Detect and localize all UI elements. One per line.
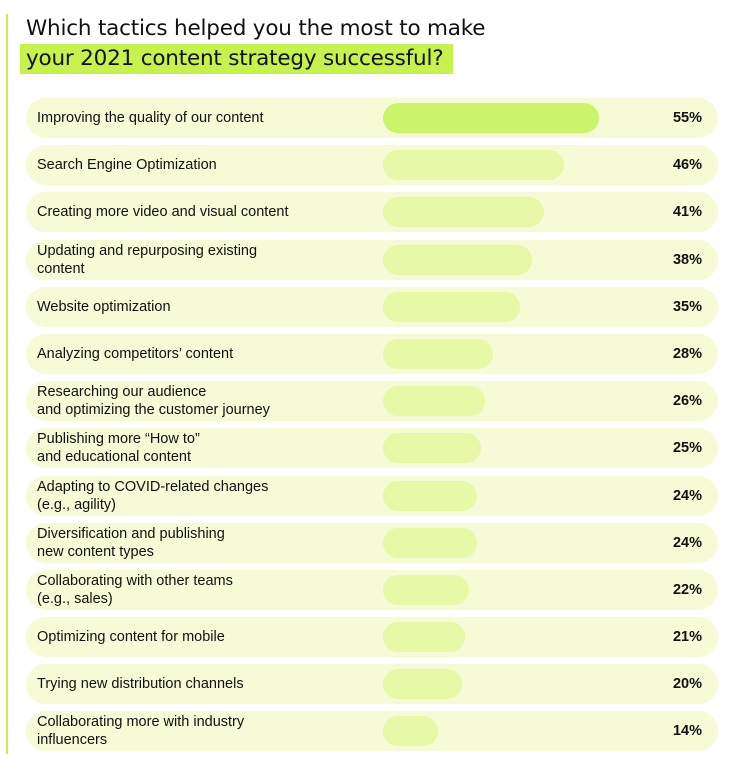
value-label: 25% (672, 440, 702, 457)
bar-row: Researching our audience and optimizing … (26, 381, 718, 422)
chart-title-line-2: your 2021 content strategy successful? (20, 44, 454, 74)
bar-chart: Improving the quality of our content 55% S… (26, 98, 718, 759)
chart-title: Which tactics helped you the most to mak… (20, 14, 486, 74)
category-label: Researching our audience and optimizing … (37, 384, 270, 419)
category-label: Diversification and publishing new conte… (37, 525, 225, 560)
category-label: Optimizing content for mobile (37, 629, 225, 646)
bar (383, 291, 521, 322)
bar-row: Creating more video and visual content 41… (26, 192, 718, 233)
value-label: 21% (672, 629, 702, 646)
bar-row: Updating and repurposing existing conten… (26, 239, 718, 280)
bar (383, 244, 533, 275)
value-label: 55% (672, 110, 702, 126)
bar-row: Website optimization 35% (26, 286, 718, 327)
bar-row: Improving the quality of our content 55% (26, 98, 718, 138)
category-label: Analyzing competitors’ content (37, 345, 234, 362)
bar-row: Trying new distribution channels 20% (26, 664, 718, 705)
category-label: Trying new distribution channels (37, 676, 244, 693)
value-label: 35% (672, 298, 702, 315)
bar-row: Publishing more “How to” and educational… (26, 428, 718, 469)
bar (383, 574, 470, 605)
bar (383, 716, 438, 747)
category-label: Updating and repurposing existing conten… (37, 242, 258, 277)
category-label: Publishing more “How to” and educational… (37, 431, 200, 466)
value-label: 46% (672, 157, 702, 174)
bar-row: Diversification and publishing new conte… (26, 522, 718, 563)
bar (383, 433, 482, 464)
bar (383, 527, 478, 558)
bar (383, 338, 493, 369)
value-label: 20% (672, 676, 702, 693)
bar-row: Optimizing content for mobile 21% (26, 617, 718, 658)
bar (383, 150, 564, 181)
bar (383, 480, 478, 511)
bar-row: Adapting to COVID-related changes (e.g.,… (26, 475, 718, 516)
bar (383, 103, 599, 133)
value-label: 24% (672, 534, 702, 551)
bar-row: Analyzing competitors’ content 28% (26, 333, 718, 374)
bar-row: Search Engine Optimization 46% (26, 145, 718, 186)
category-label: Improving the quality of our content (37, 110, 264, 126)
bar-row: Collaborating more with industry influen… (26, 711, 718, 752)
chart-title-line-1: Which tactics helped you the most to mak… (26, 16, 486, 41)
value-label: 22% (672, 581, 702, 598)
category-label: Website optimization (37, 298, 171, 315)
value-label: 24% (672, 487, 702, 504)
bar (383, 669, 462, 700)
value-label: 28% (672, 345, 702, 362)
category-label: Collaborating with other teams (e.g., sa… (37, 572, 233, 607)
category-label: Search Engine Optimization (37, 157, 217, 174)
category-label: Collaborating more with industry influen… (37, 714, 245, 749)
category-label: Adapting to COVID-related changes (e.g.,… (37, 478, 269, 513)
bar (383, 622, 466, 653)
value-label: 14% (672, 723, 702, 740)
bar (383, 197, 545, 228)
value-label: 26% (672, 393, 702, 410)
bar-row: Collaborating with other teams (e.g., sa… (26, 569, 718, 610)
bar (383, 386, 486, 417)
value-label: 38% (672, 251, 702, 268)
accent-line (6, 14, 8, 754)
category-label: Creating more video and visual content (37, 204, 289, 221)
value-label: 41% (672, 204, 702, 221)
